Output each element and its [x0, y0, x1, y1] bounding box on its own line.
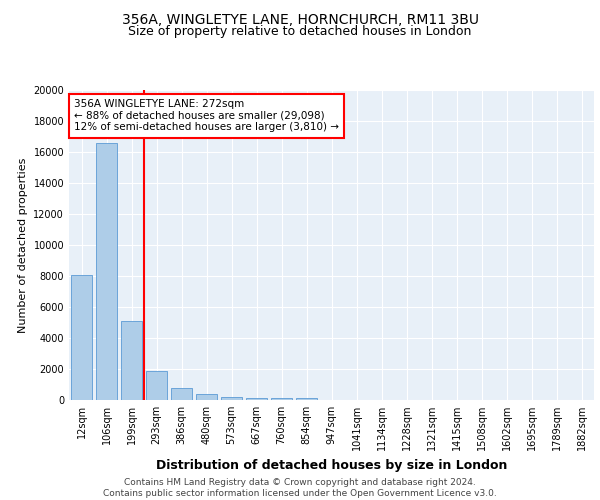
- Bar: [71, 275, 92, 400]
- Bar: [271, 398, 292, 400]
- Bar: [196, 394, 217, 400]
- Bar: [146, 372, 167, 400]
- Bar: [121, 321, 142, 400]
- Text: Contains HM Land Registry data © Crown copyright and database right 2024.
Contai: Contains HM Land Registry data © Crown c…: [103, 478, 497, 498]
- Bar: [96, 142, 117, 400]
- Bar: [171, 388, 192, 400]
- Text: Size of property relative to detached houses in London: Size of property relative to detached ho…: [128, 25, 472, 38]
- X-axis label: Distribution of detached houses by size in London: Distribution of detached houses by size …: [156, 458, 507, 471]
- Y-axis label: Number of detached properties: Number of detached properties: [18, 158, 28, 332]
- Bar: [221, 396, 242, 400]
- Bar: [246, 398, 267, 400]
- Text: 356A WINGLETYE LANE: 272sqm
← 88% of detached houses are smaller (29,098)
12% of: 356A WINGLETYE LANE: 272sqm ← 88% of det…: [74, 100, 339, 132]
- Text: 356A, WINGLETYE LANE, HORNCHURCH, RM11 3BU: 356A, WINGLETYE LANE, HORNCHURCH, RM11 3…: [121, 12, 479, 26]
- Bar: [296, 398, 317, 400]
